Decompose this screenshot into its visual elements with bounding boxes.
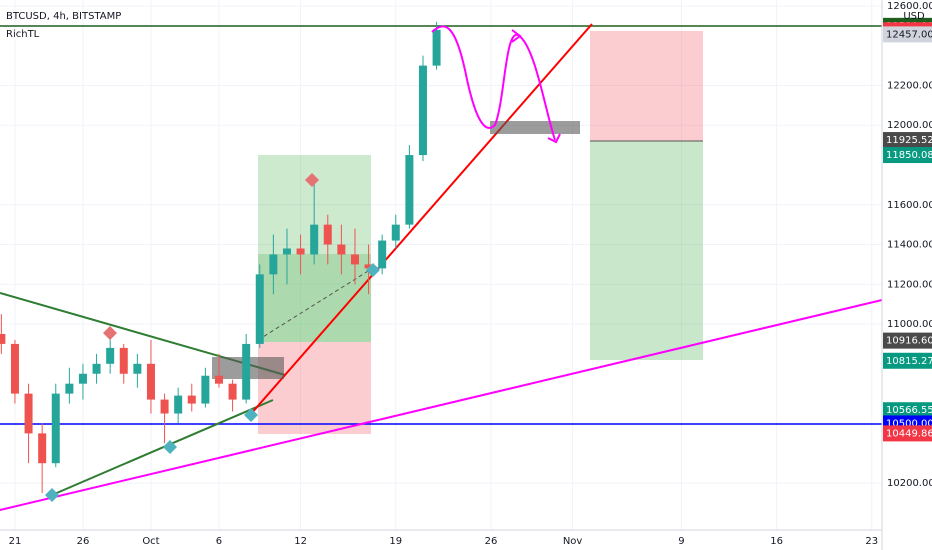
candle-body xyxy=(174,395,183,414)
price-label-bg xyxy=(883,26,932,43)
price-label-bg xyxy=(883,402,932,419)
candle-body xyxy=(78,373,87,384)
x-tick-label: 23 xyxy=(865,536,878,547)
candle-body xyxy=(350,254,359,265)
candle-body xyxy=(296,248,305,255)
price-label-bg xyxy=(883,332,932,349)
candle-body xyxy=(242,343,251,400)
candle-body xyxy=(24,393,33,434)
y-tick-label: 10200.00 xyxy=(887,478,932,489)
candle-body xyxy=(214,375,223,384)
x-tick-label: 6 xyxy=(216,536,222,547)
candle-body xyxy=(92,363,101,374)
candle-body xyxy=(65,383,74,394)
candle-body xyxy=(10,343,19,394)
candle-body xyxy=(51,393,60,464)
candle-body xyxy=(187,395,196,404)
x-tick-label: 26 xyxy=(485,536,498,547)
price-label-bg xyxy=(883,147,932,164)
candle-body xyxy=(310,224,319,255)
symbol: BTCUSD, 4h, BITSTAMP xyxy=(6,11,121,22)
y-tick-label: 11400.00 xyxy=(887,240,932,251)
grid xyxy=(0,0,882,530)
candle-body xyxy=(106,347,115,364)
candle-body xyxy=(405,155,414,225)
candles xyxy=(0,21,441,494)
candle-body xyxy=(418,65,427,156)
dashed-line xyxy=(257,267,374,341)
price-label: 12457.00 xyxy=(886,29,932,40)
x-tick-label: 16 xyxy=(770,536,783,547)
x-tick-label: 9 xyxy=(678,536,684,547)
price-label: 10916.60 xyxy=(886,336,932,347)
candle-body xyxy=(378,240,387,269)
price-label: 11925.52 xyxy=(886,135,932,146)
projection xyxy=(431,25,556,141)
y-tick-label: 11200.00 xyxy=(887,279,932,290)
x-tick-label: Oct xyxy=(142,536,159,547)
loss-zone xyxy=(258,342,371,434)
price-axis xyxy=(882,0,932,550)
price-label-bg xyxy=(883,132,932,149)
x-tick-label: 21 xyxy=(9,536,22,547)
candle-body xyxy=(0,333,6,344)
drawings xyxy=(0,23,883,511)
price-label: 10815.27 xyxy=(886,356,932,367)
y-tick-label: 11000.00 xyxy=(887,319,932,330)
candle-body xyxy=(432,29,441,66)
candle-body xyxy=(337,244,346,255)
candle-body xyxy=(160,399,169,414)
candle-body xyxy=(38,433,47,464)
trend-line xyxy=(51,399,274,496)
price-label: 10449.86 xyxy=(886,428,932,439)
zone xyxy=(490,121,580,134)
candle-body xyxy=(391,224,400,241)
x-tick-label: Nov xyxy=(563,536,583,547)
indicator: RichTL xyxy=(6,29,40,40)
y-tick-label: 12000.00 xyxy=(887,120,932,131)
x-tick-label: 19 xyxy=(389,536,402,547)
candle-body xyxy=(255,274,264,344)
candle-body xyxy=(201,375,210,404)
price-label-bg xyxy=(883,425,932,442)
currency: USD xyxy=(903,11,925,22)
x-tick-label: 12 xyxy=(294,536,307,547)
y-tick-label: 12200.00 xyxy=(887,80,932,91)
trend-line xyxy=(0,299,883,511)
price-label-bg xyxy=(883,352,932,369)
candle-body xyxy=(364,264,373,269)
profit-zone xyxy=(590,141,703,360)
price-label: 11850.08 xyxy=(886,150,932,161)
candle-body xyxy=(228,383,237,400)
price-label: 10566.55 xyxy=(886,405,932,416)
time-axis xyxy=(0,530,882,550)
trend-line xyxy=(249,23,593,416)
candle-body xyxy=(323,224,332,245)
axes: 10200.00 11000.00 11200.00 11400.00 11600.00… xyxy=(9,1,932,547)
y-tick-label: 12600.00 xyxy=(887,1,932,12)
loss-zone xyxy=(590,31,703,141)
markers xyxy=(45,25,561,502)
candle-body xyxy=(133,363,142,374)
candle-body xyxy=(146,363,155,400)
candle-body xyxy=(282,248,291,255)
y-tick-label: 11600.00 xyxy=(887,200,932,211)
candle-body xyxy=(119,347,128,374)
arrow-head xyxy=(511,29,561,144)
candle-body xyxy=(269,254,278,275)
x-tick-label: 26 xyxy=(77,536,90,547)
price-label: 10500.00 xyxy=(886,418,932,429)
